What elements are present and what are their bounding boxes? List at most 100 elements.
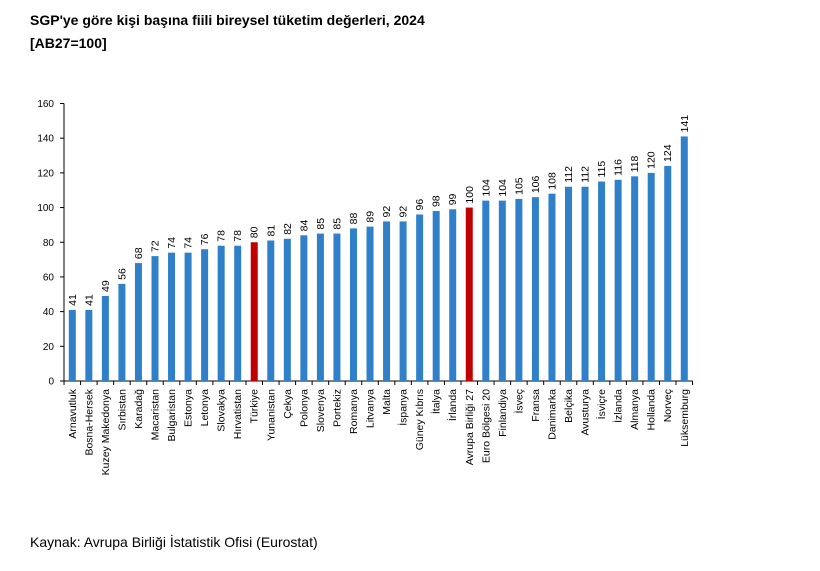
value-label: 100 [464,186,476,204]
bar-15 [316,233,324,381]
bar-25 [482,200,490,381]
category-label: İsviçre [595,389,608,419]
y-tick-label: 40 [43,307,55,318]
value-label: 72 [150,240,162,252]
value-label: 96 [414,199,426,211]
bar-30 [565,186,572,381]
x-axis [63,380,694,385]
category-label: Arnavutluk [67,388,79,438]
chart-subtitle: [AB27=100] [30,35,107,51]
value-label: 88 [348,213,360,225]
category-label: Almanya [629,389,641,430]
bar-14 [300,235,308,381]
category-label: Avusturya [580,389,592,436]
value-label: 106 [530,175,542,193]
category-label: Karadağ [133,389,145,429]
category-label: Avrupa Birliği 27 [464,389,476,465]
category-label: Portekiz [331,389,343,427]
category-label: Litvanya [365,389,377,428]
chart-title: SGP'ye göre kişi başına fiili bireysel t… [30,12,425,28]
value-label: 89 [365,211,377,223]
bar-9 [217,245,225,381]
bar-19 [383,221,391,381]
bar-26 [498,200,506,381]
category-label: Bosna-Hersek [83,388,95,455]
value-label: 84 [298,219,310,231]
value-labels: 41 41 49 56 68 72 74 74 76 78 78 80 81 82 84 85 85 88 89 92… [67,115,691,306]
value-label: 41 [83,294,95,306]
value-label: 115 [596,161,608,178]
chart-title-block: SGP'ye göre kişi başına fiili bireysel t… [30,9,425,55]
value-label: 78 [232,230,244,242]
value-label: 120 [646,151,658,169]
bar-29 [548,193,556,381]
category-label: Kuzey Makedonya [100,389,112,476]
value-label: 80 [249,226,261,238]
value-label: 56 [116,268,128,280]
value-label: 41 [67,294,79,306]
category-label: Slovakya [216,389,228,432]
category-label: Slovenya [315,389,327,432]
value-label: 49 [100,280,112,292]
bar-34 [631,176,639,381]
category-label: Norveç [662,389,674,422]
bar-16 [333,233,341,381]
y-tick-label: 60 [43,272,55,283]
category-label: Türkiye [249,389,261,424]
value-label: 118 [629,155,641,172]
bar-13 [283,238,291,381]
category-label: Çekya [282,389,294,419]
bar-18 [366,226,374,381]
value-label: 82 [282,223,294,235]
bars [68,136,688,381]
value-label: 78 [216,230,228,242]
value-label: 74 [183,237,195,249]
bar-5 [151,256,159,381]
bar-36 [664,165,672,381]
y-tick-label: 100 [37,203,54,214]
value-label: 105 [513,177,525,195]
bar-35 [647,172,655,381]
y-tick-label: 160 [37,99,54,110]
bar-11 [250,242,258,381]
category-label: Lüksemburg [679,389,691,447]
category-label: İzlanda [612,389,625,423]
bar-17 [349,228,357,381]
category-labels: Arnavutluk Bosna-Hersek Kuzey Makedonya Sır… [67,388,691,475]
category-label: Estonya [183,389,195,427]
category-label: Bulgaristan [166,389,178,442]
value-label: 92 [398,206,410,218]
value-label: 116 [613,159,625,176]
value-label: 99 [447,193,459,205]
y-tick-label: 80 [43,238,55,249]
y-tick-label: 0 [48,377,54,388]
bar-4 [134,263,142,381]
category-label: Sırbistan [116,389,128,431]
bar-6 [168,252,176,381]
value-label: 112 [563,166,575,183]
value-label: 104 [497,179,509,197]
bar-32 [598,181,606,381]
bar-28 [531,197,539,381]
bar-1 [85,309,93,381]
category-label: İspanya [397,389,410,426]
value-label: 68 [133,247,145,259]
category-label: İtalya [430,389,443,414]
category-label: Macaristan [150,389,162,441]
bar-22 [432,211,440,381]
value-label: 124 [662,144,674,162]
y-tick-label: 20 [43,342,55,353]
category-label: Belçika [563,389,575,423]
bar-20 [399,221,407,381]
value-label: 104 [480,179,492,197]
value-label: 112 [580,166,592,183]
bar-0 [68,309,76,381]
category-label: Hollanda [646,389,658,431]
category-label: Finlandiya [497,389,509,437]
bar-31 [581,186,589,381]
bar-12 [267,240,275,381]
y-tick-label: 140 [37,134,54,145]
category-label: Hırvatistan [232,389,244,439]
bar-chart: 0 20 40 60 80 100 120 140 160 41 41 49 56 68 72 74 74 76… [37,99,694,475]
bar-24 [465,207,473,381]
